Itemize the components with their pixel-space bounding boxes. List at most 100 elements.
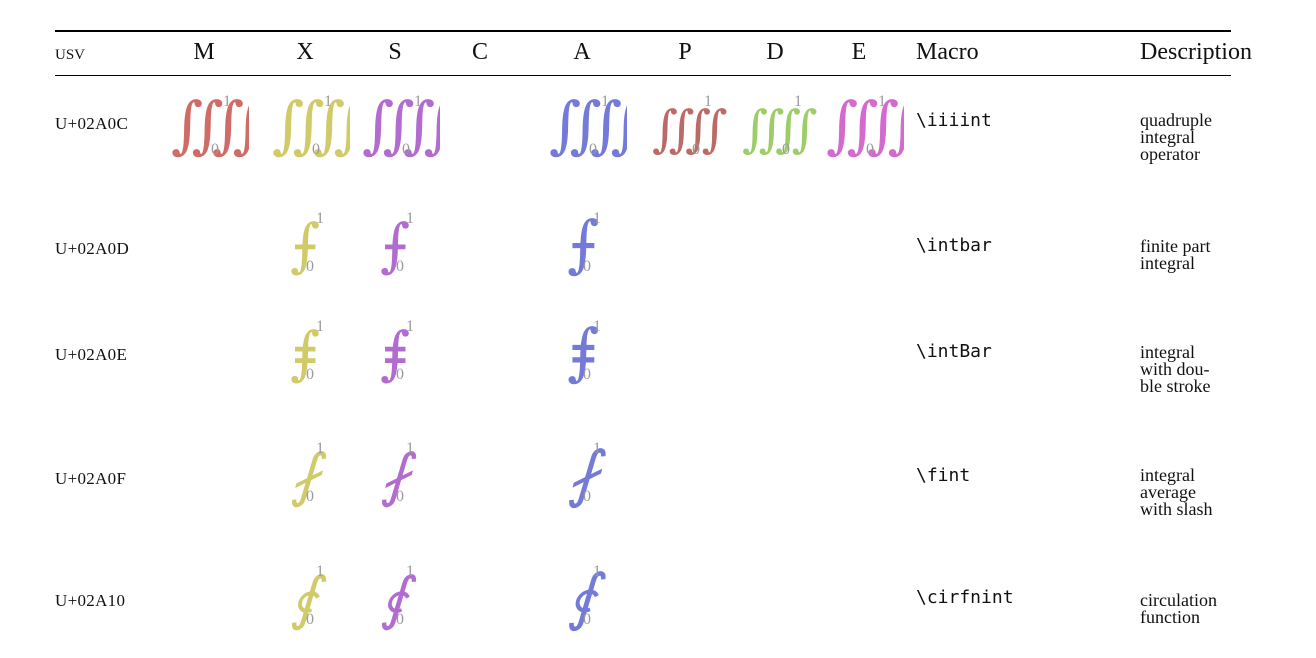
glyph-a: ⨌1 0 (549, 88, 627, 161)
lower-limit: 0 (782, 141, 790, 158)
integral-glyph: ⨌ (171, 88, 249, 161)
glyph-a: ⨏10 (567, 437, 606, 510)
description-line: finite part (1140, 236, 1211, 256)
description: circulation function (1140, 590, 1217, 627)
description-line: integral (1140, 342, 1195, 362)
upper-limit: 1 (406, 210, 414, 227)
glyph-e: ⨌1 0 (826, 88, 904, 161)
integral-glyph: ⨍ (380, 211, 410, 279)
font-header-e: E (851, 39, 867, 65)
lower-limit: 0 (306, 611, 314, 628)
usv-header: usv (55, 39, 86, 64)
lower-limit: 0 (692, 141, 700, 158)
integral-glyph: ⨌ (272, 88, 350, 161)
lower-limit: 0 (396, 366, 404, 383)
lower-limit: 0 (306, 258, 314, 275)
lower-limit: 0 (396, 258, 404, 275)
description: integral average with slash (1140, 465, 1213, 519)
glyph-s: ⨐10 (380, 563, 417, 632)
lower-limit: 0 (866, 141, 874, 158)
upper-limit: 1 (794, 93, 802, 110)
upper-limit: 1 (704, 93, 712, 110)
lower-limit: 0 (211, 141, 219, 158)
description-line: ble stroke (1140, 376, 1211, 396)
lower-limit: 0 (396, 488, 404, 505)
font-header-d: D (766, 39, 784, 65)
upper-limit: 1 (593, 563, 601, 580)
description-line: operator (1140, 144, 1200, 164)
upper-limit: 1 (316, 440, 324, 457)
usv-code: U+02A10 (55, 591, 126, 610)
upper-limit: 1 (316, 563, 324, 580)
upper-limit: 1 (593, 318, 601, 335)
description-line: quadruple (1140, 110, 1212, 130)
font-header-a: A (573, 39, 591, 65)
lower-limit: 0 (583, 611, 591, 628)
macro-name: \intbar (916, 235, 992, 256)
upper-limit: 1 (406, 440, 414, 457)
top-rule (55, 30, 1231, 32)
description: finite part integral (1140, 236, 1211, 273)
description-line: integral (1140, 253, 1195, 273)
usv-code: U+02A0D (55, 239, 130, 258)
description-line: integral (1140, 465, 1195, 485)
usv-code: U+02A0E (55, 345, 128, 364)
glyph-a: ⨍1 0 (567, 207, 601, 280)
upper-limit: 1 (316, 318, 324, 335)
upper-limit: 1 (223, 93, 231, 110)
glyph-m: ⨌1 0 (171, 88, 249, 161)
glyph-a: ⨐10 (567, 560, 606, 633)
lower-limit: 0 (306, 488, 314, 505)
macro-name: \intBar (916, 341, 992, 362)
integral-glyph: ⨎ (567, 315, 599, 388)
integral-glyph: ⨍ (290, 211, 320, 279)
glyph-d: ⨌1 0 (742, 93, 818, 158)
integral-glyph: ⨍ (567, 207, 599, 280)
upper-limit: 1 (324, 93, 332, 110)
description: quadruple integral operator (1140, 110, 1212, 164)
upper-limit: 1 (601, 93, 609, 110)
integral-glyph: ⨌ (549, 88, 627, 161)
macro-name: \iiiint (916, 110, 992, 131)
upper-limit: 1 (406, 563, 414, 580)
description-line: with slash (1140, 499, 1213, 519)
description-line: circulation (1140, 590, 1217, 610)
glyph-x: ⨎1 0 (290, 318, 324, 387)
integral-glyph: ⨌ (362, 88, 440, 161)
macro-name: \fint (916, 465, 971, 486)
glyph-s: ⨎1 0 (380, 318, 414, 387)
font-header-p: P (678, 39, 692, 65)
usv-code: U+02A0F (55, 469, 127, 488)
macro-name: \cirfnint (916, 587, 1014, 608)
integral-glyph: ⨌ (652, 100, 728, 158)
integral-glyph: ⨎ (380, 319, 410, 387)
font-header-s: S (388, 39, 402, 65)
glyph-a: ⨎1 0 (567, 315, 601, 388)
glyph-s: ⨌1 0 (362, 88, 440, 161)
integral-glyph: ⨌ (742, 100, 818, 158)
description-line: with dou- (1140, 359, 1210, 379)
description-line: function (1140, 607, 1200, 627)
upper-limit: 1 (878, 93, 886, 110)
lower-limit: 0 (583, 488, 591, 505)
description-header: Description (1140, 39, 1252, 65)
integral-glyph: ⨎ (290, 319, 320, 387)
font-header-c: C (471, 39, 489, 65)
lower-limit: 0 (396, 611, 404, 628)
glyph-x: ⨏10 (290, 440, 327, 509)
lower-limit: 0 (312, 141, 320, 158)
upper-limit: 1 (406, 318, 414, 335)
font-header-m: M (193, 39, 215, 65)
lower-limit: 0 (583, 258, 591, 275)
lower-limit: 0 (402, 141, 410, 158)
glyph-p: ⨌1 0 (652, 93, 728, 158)
font-header-x: X (296, 39, 314, 65)
header-rule (55, 75, 1231, 76)
usv-code: U+02A0C (55, 114, 129, 133)
lower-limit: 0 (583, 366, 591, 383)
glyph-s: ⨍1 0 (380, 210, 414, 279)
glyph-s: ⨏10 (380, 440, 417, 509)
upper-limit: 1 (414, 93, 422, 110)
description-line: integral (1140, 127, 1195, 147)
glyph-x: ⨐10 (290, 563, 327, 632)
